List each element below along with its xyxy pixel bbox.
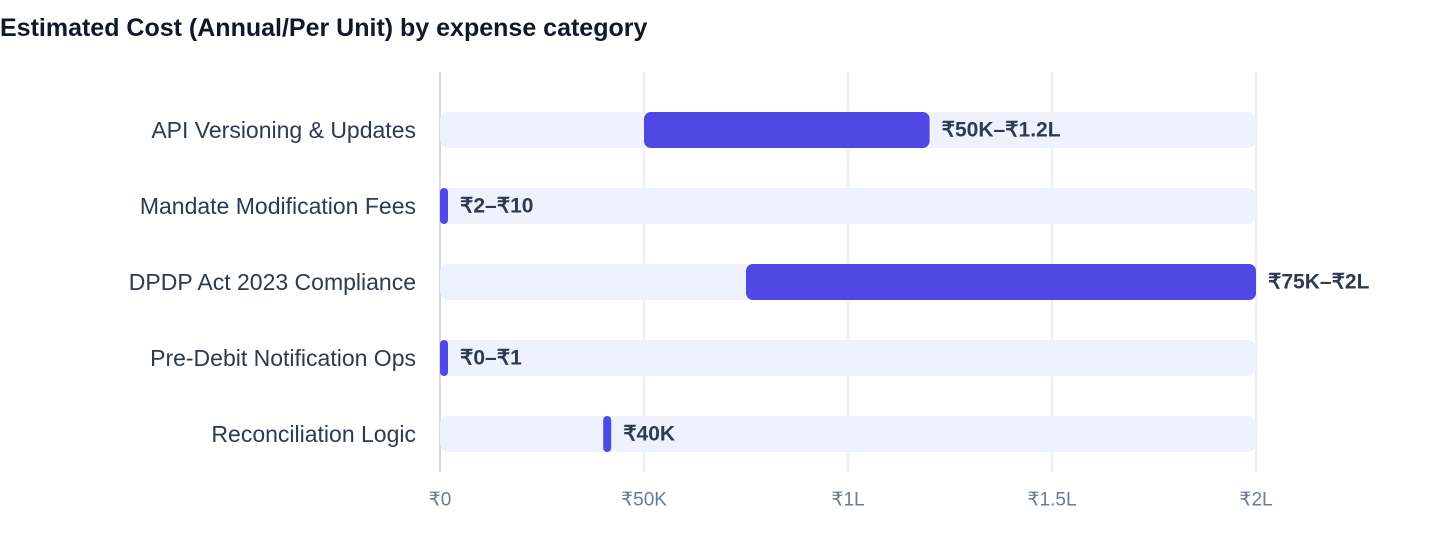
x-tick-label: ₹50K — [621, 490, 667, 511]
range-bar — [440, 188, 449, 224]
data-label: ₹0–₹1 — [460, 347, 522, 370]
bar-track — [440, 416, 1256, 452]
category-label: Reconciliation Logic — [211, 421, 416, 447]
x-tick-label: ₹2L — [1239, 490, 1272, 511]
x-tick-label: ₹1.5L — [1027, 490, 1076, 511]
x-tick-label: ₹0 — [429, 490, 452, 511]
bar-track — [440, 188, 1256, 224]
x-tick-label: ₹1L — [831, 490, 864, 511]
bar-track — [440, 340, 1256, 376]
category-label: DPDP Act 2023 Compliance — [129, 269, 416, 295]
category-label: Pre-Debit Notification Ops — [150, 345, 416, 371]
range-bar — [603, 416, 612, 452]
data-label: ₹50K–₹1.2L — [942, 119, 1061, 142]
category-label: API Versioning & Updates — [151, 117, 416, 143]
category-label: Mandate Modification Fees — [140, 193, 416, 219]
range-bar — [746, 264, 1256, 300]
data-label: ₹2–₹10 — [460, 195, 533, 218]
range-bar — [644, 112, 930, 148]
chart-title: Estimated Cost (Annual/Per Unit) by expe… — [0, 14, 648, 42]
data-label: ₹75K–₹2L — [1268, 271, 1370, 294]
data-label: ₹40K — [623, 423, 675, 446]
range-bar — [440, 340, 448, 376]
